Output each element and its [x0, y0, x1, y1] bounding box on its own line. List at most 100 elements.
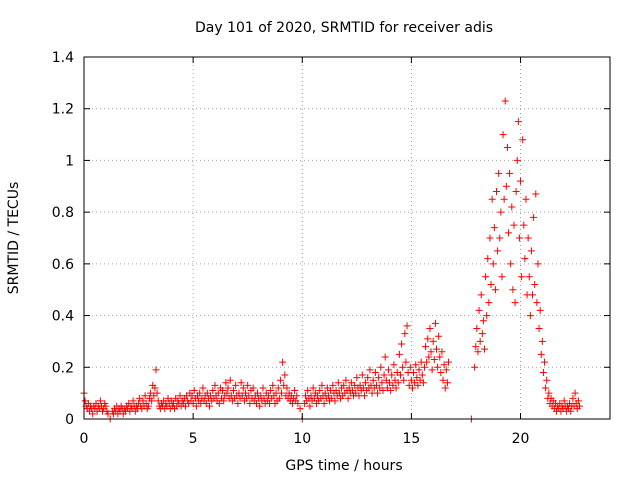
data-point	[220, 397, 228, 405]
data-point	[246, 399, 254, 407]
data-point	[360, 392, 368, 400]
x-tick-label: 10	[293, 431, 311, 447]
data-point	[400, 376, 408, 384]
data-point	[498, 273, 506, 281]
data-point	[541, 358, 549, 366]
data-point	[374, 389, 382, 397]
plot-frame	[83, 56, 611, 420]
data-point	[209, 387, 217, 395]
data-point	[141, 392, 149, 400]
data-point	[196, 389, 204, 397]
y-tick-label: 1	[65, 153, 74, 169]
data-point	[392, 384, 400, 392]
data-point	[571, 389, 579, 397]
data-point	[522, 195, 530, 203]
data-point	[259, 384, 267, 392]
data-point	[152, 366, 160, 374]
data-point	[517, 177, 525, 185]
data-point	[499, 131, 507, 139]
data-point	[443, 379, 451, 387]
data-point	[442, 366, 450, 374]
data-point	[219, 387, 227, 395]
x-tick-label: 20	[512, 431, 530, 447]
data-point	[318, 381, 326, 389]
data-point	[484, 255, 492, 263]
data-point	[377, 363, 385, 371]
data-point	[96, 397, 104, 405]
data-point	[525, 273, 533, 281]
data-point	[477, 291, 485, 299]
data-point	[524, 234, 532, 242]
data-point	[344, 394, 352, 402]
data-point	[401, 330, 409, 338]
data-point	[472, 343, 480, 351]
data-point	[482, 273, 490, 281]
data-point	[425, 353, 433, 361]
data-point	[369, 376, 377, 384]
data-point	[529, 291, 537, 299]
y-tick-label: 0	[65, 412, 74, 428]
data-point	[215, 399, 223, 407]
data-point	[320, 399, 328, 407]
data-point	[237, 379, 245, 387]
data-point	[329, 381, 337, 389]
data-point	[192, 402, 200, 410]
data-point	[575, 402, 583, 410]
data-point	[435, 332, 443, 340]
data-point	[226, 376, 234, 384]
data-point	[222, 379, 230, 387]
data-point	[353, 374, 361, 382]
data-point	[485, 299, 493, 307]
data-point	[269, 381, 277, 389]
data-point	[380, 371, 388, 379]
data-point	[475, 306, 483, 314]
data-point	[364, 374, 372, 382]
data-points	[80, 97, 583, 423]
data-point	[283, 384, 291, 392]
data-point	[438, 348, 446, 356]
data-point	[534, 260, 542, 268]
data-point	[436, 353, 444, 361]
data-point	[205, 402, 213, 410]
data-point	[394, 379, 402, 387]
data-point	[379, 387, 387, 395]
data-point	[378, 379, 386, 387]
data-point	[340, 381, 348, 389]
data-point	[362, 379, 370, 387]
data-point	[512, 187, 520, 195]
data-point	[440, 361, 448, 369]
data-point	[211, 381, 219, 389]
data-point	[230, 387, 238, 395]
data-point	[493, 187, 501, 195]
data-point	[497, 208, 505, 216]
x-tick-label: 0	[80, 431, 89, 447]
data-point	[375, 374, 383, 382]
data-point	[426, 325, 434, 332]
data-point	[395, 350, 403, 358]
data-point	[275, 394, 283, 402]
x-tick-label: 15	[402, 431, 420, 447]
data-point	[434, 363, 442, 371]
data-point	[501, 97, 509, 105]
data-point	[418, 371, 426, 379]
data-point	[381, 353, 389, 361]
data-point	[471, 363, 479, 371]
y-tick-label: 0.2	[52, 360, 74, 376]
data-point	[388, 371, 396, 379]
data-point	[432, 345, 440, 353]
data-point	[224, 384, 232, 392]
data-point	[491, 286, 499, 294]
data-point	[543, 376, 551, 384]
data-point	[89, 410, 97, 418]
data-point	[437, 368, 445, 376]
data-point	[483, 312, 491, 320]
data-point	[429, 337, 437, 345]
data-point	[531, 281, 539, 289]
data-point	[396, 371, 404, 379]
data-point	[574, 397, 582, 405]
data-point	[144, 402, 152, 410]
data-point	[334, 379, 342, 387]
data-point	[281, 371, 289, 379]
x-axis-label: GPS time / hours	[285, 458, 402, 474]
